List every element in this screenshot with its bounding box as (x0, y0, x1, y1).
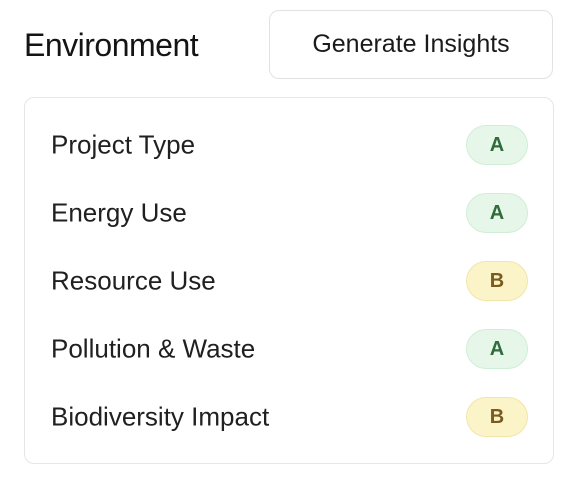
generate-insights-button[interactable]: Generate Insights (269, 10, 553, 79)
criteria-label: Biodiversity Impact (51, 401, 270, 432)
grade-badge: A (466, 329, 528, 369)
criteria-row-pollution-waste: Pollution & Waste A (25, 325, 553, 373)
grade-badge: B (466, 261, 528, 301)
criteria-label: Energy Use (51, 197, 187, 228)
panel-header: Environment Generate Insights (24, 10, 554, 80)
criteria-label: Project Type (51, 129, 196, 160)
criteria-label: Resource Use (51, 265, 216, 296)
criteria-label: Pollution & Waste (51, 333, 256, 364)
panel-title: Environment (24, 27, 199, 63)
grade-badge: B (466, 397, 528, 437)
criteria-row-resource-use: Resource Use B (25, 257, 553, 305)
criteria-row-biodiversity-impact: Biodiversity Impact B (25, 393, 553, 441)
environment-criteria-card: Project Type A Energy Use A Resource Use… (24, 97, 554, 464)
grade-badge: A (466, 125, 528, 165)
criteria-row-energy-use: Energy Use A (25, 189, 553, 237)
grade-badge: A (466, 193, 528, 233)
criteria-row-project-type: Project Type A (25, 121, 553, 169)
